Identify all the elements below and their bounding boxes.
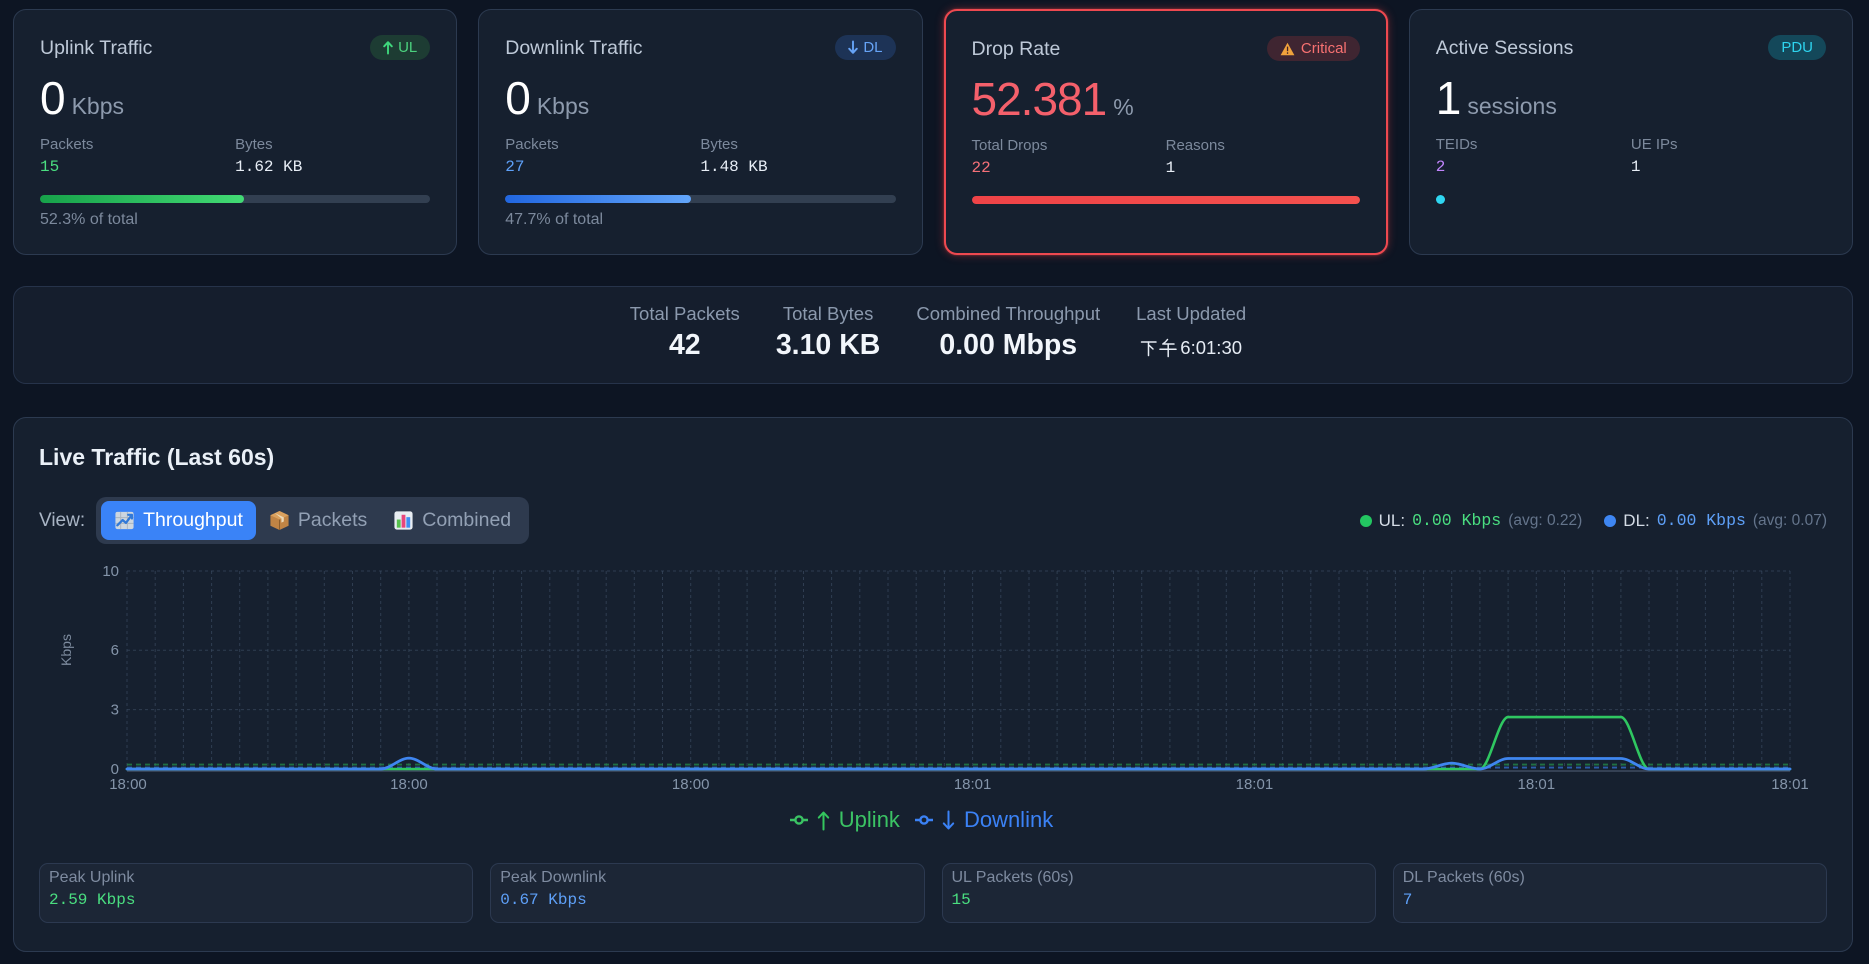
svg-text:18:01: 18:01 bbox=[1236, 776, 1274, 793]
svg-text:18:00: 18:00 bbox=[390, 776, 428, 793]
svg-text:18:01: 18:01 bbox=[954, 776, 992, 793]
svg-text:10: 10 bbox=[102, 563, 119, 580]
svg-text:18:01: 18:01 bbox=[1771, 776, 1809, 793]
svg-text:18:00: 18:00 bbox=[672, 776, 710, 793]
svg-text:Kbps: Kbps bbox=[58, 634, 74, 666]
svg-text:18:00: 18:00 bbox=[109, 776, 147, 793]
svg-text:6: 6 bbox=[111, 642, 119, 659]
svg-text:0: 0 bbox=[111, 761, 119, 778]
svg-text:18:01: 18:01 bbox=[1518, 776, 1556, 793]
svg-text:3: 3 bbox=[111, 702, 119, 719]
